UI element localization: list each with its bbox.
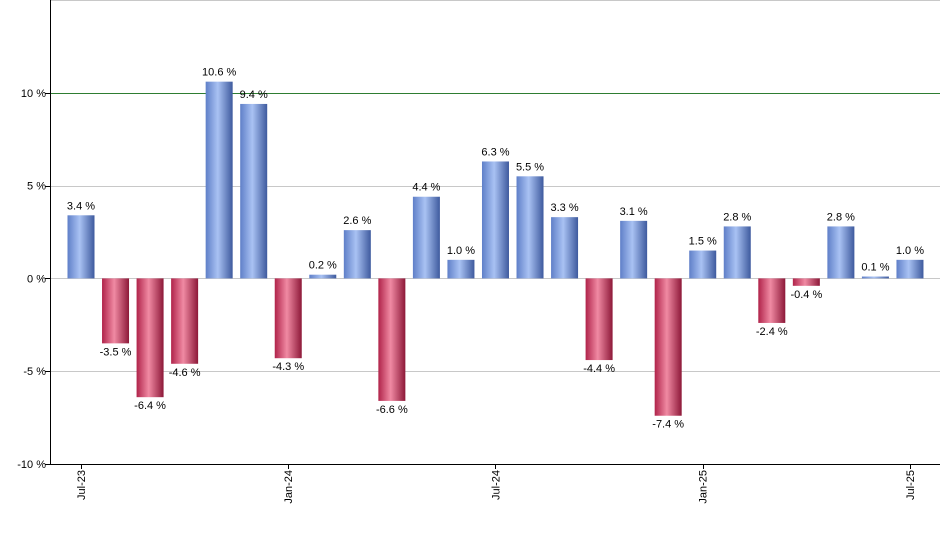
data-label: 3.4 % xyxy=(67,200,95,212)
x-tick-label: Jul-23 xyxy=(76,470,88,500)
y-tick-label: 5 % xyxy=(27,181,46,193)
x-tick-label: Jul-24 xyxy=(490,470,502,500)
x-tick-labels: Jul-23 Jan-24 Jul-24 Jan-25 Jul-25 xyxy=(76,464,917,504)
bar xyxy=(309,274,337,279)
bar xyxy=(758,278,786,323)
data-label: 3.3 % xyxy=(550,202,578,214)
bar xyxy=(171,278,199,364)
bar xyxy=(412,196,440,279)
data-labels-group: 3.4 % -3.5 % -6.4 % -4.6 % 10.6 % 9.4 % -4.3 %… xyxy=(67,67,924,431)
data-label: 1.0 % xyxy=(896,245,924,257)
data-label: -4.3 % xyxy=(272,361,304,373)
data-label: 1.0 % xyxy=(447,245,475,257)
bar xyxy=(102,278,130,344)
data-label: -0.4 % xyxy=(790,289,822,301)
x-tick-label: Jul-25 xyxy=(905,470,917,500)
data-label: 9.4 % xyxy=(240,89,268,101)
data-label: -3.5 % xyxy=(100,346,132,358)
bar xyxy=(67,215,95,279)
data-label: -7.4 % xyxy=(652,419,684,431)
data-label: 2.8 % xyxy=(723,211,751,223)
y-tick-labels: -10 % -5 % 0 % 5 % 10 % xyxy=(17,88,50,471)
bar xyxy=(136,278,164,398)
data-label: -4.6 % xyxy=(169,367,201,379)
data-label: -2.4 % xyxy=(756,326,788,338)
data-label: 2.8 % xyxy=(827,211,855,223)
bar xyxy=(274,278,302,359)
data-label: -6.4 % xyxy=(134,400,166,412)
y-tick-label: -5 % xyxy=(23,366,46,378)
bar xyxy=(654,278,682,416)
data-label: 4.4 % xyxy=(412,182,440,194)
bars-group xyxy=(67,81,924,416)
bar xyxy=(551,217,579,279)
y-tick-label: 10 % xyxy=(21,88,46,100)
data-label: 0.1 % xyxy=(861,262,889,274)
bar xyxy=(585,278,613,361)
data-label: -6.6 % xyxy=(376,404,408,416)
data-label: 10.6 % xyxy=(202,67,236,79)
bar xyxy=(378,278,406,401)
bar xyxy=(343,230,371,279)
bar xyxy=(447,259,475,279)
y-tick-label: -10 % xyxy=(17,459,46,471)
x-tick-label: Jan-25 xyxy=(698,470,710,504)
data-label: 2.6 % xyxy=(343,215,371,227)
bar xyxy=(205,81,233,279)
bar xyxy=(723,226,751,279)
data-label: 0.2 % xyxy=(309,260,337,272)
bar xyxy=(481,161,509,279)
x-tick-label: Jan-24 xyxy=(283,470,295,504)
y-tick-label: 0 % xyxy=(27,273,46,285)
bar xyxy=(620,220,648,279)
bar xyxy=(827,226,855,279)
data-label: 5.5 % xyxy=(516,161,544,173)
data-label: 1.5 % xyxy=(689,236,717,248)
data-label: -4.4 % xyxy=(583,363,615,375)
bar xyxy=(861,276,889,279)
bar xyxy=(689,250,717,279)
bar xyxy=(792,278,820,286)
bar xyxy=(516,176,544,279)
bar xyxy=(240,103,268,279)
bar xyxy=(896,259,924,279)
data-label: 6.3 % xyxy=(481,146,509,158)
data-label: 3.1 % xyxy=(620,206,648,218)
